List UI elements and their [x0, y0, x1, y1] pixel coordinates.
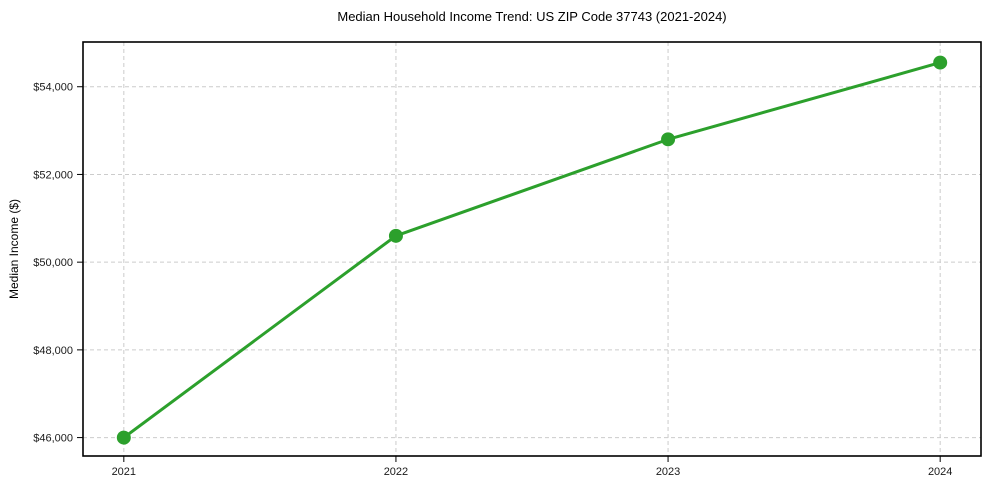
y-tick-label: $52,000 — [33, 169, 73, 181]
y-tick-label: $46,000 — [33, 433, 73, 445]
data-point-2021 — [116, 430, 131, 445]
y-tick-label: $50,000 — [33, 257, 73, 269]
trend-line — [122, 61, 942, 440]
x-tick-label: 2021 — [112, 466, 136, 478]
x-tick-label: 2022 — [384, 466, 408, 478]
data-point-2022 — [388, 228, 403, 243]
plot-border — [82, 41, 982, 457]
x-tick-label: 2023 — [656, 466, 680, 478]
x-tick-label: 2024 — [928, 466, 952, 478]
data-point-2023 — [661, 132, 676, 147]
data-point-2024 — [933, 55, 948, 70]
y-tick-label: $48,000 — [33, 345, 73, 357]
chart-title: Median Household Income Trend: US ZIP Co… — [337, 9, 727, 24]
y-tick-label: $54,000 — [33, 82, 73, 94]
